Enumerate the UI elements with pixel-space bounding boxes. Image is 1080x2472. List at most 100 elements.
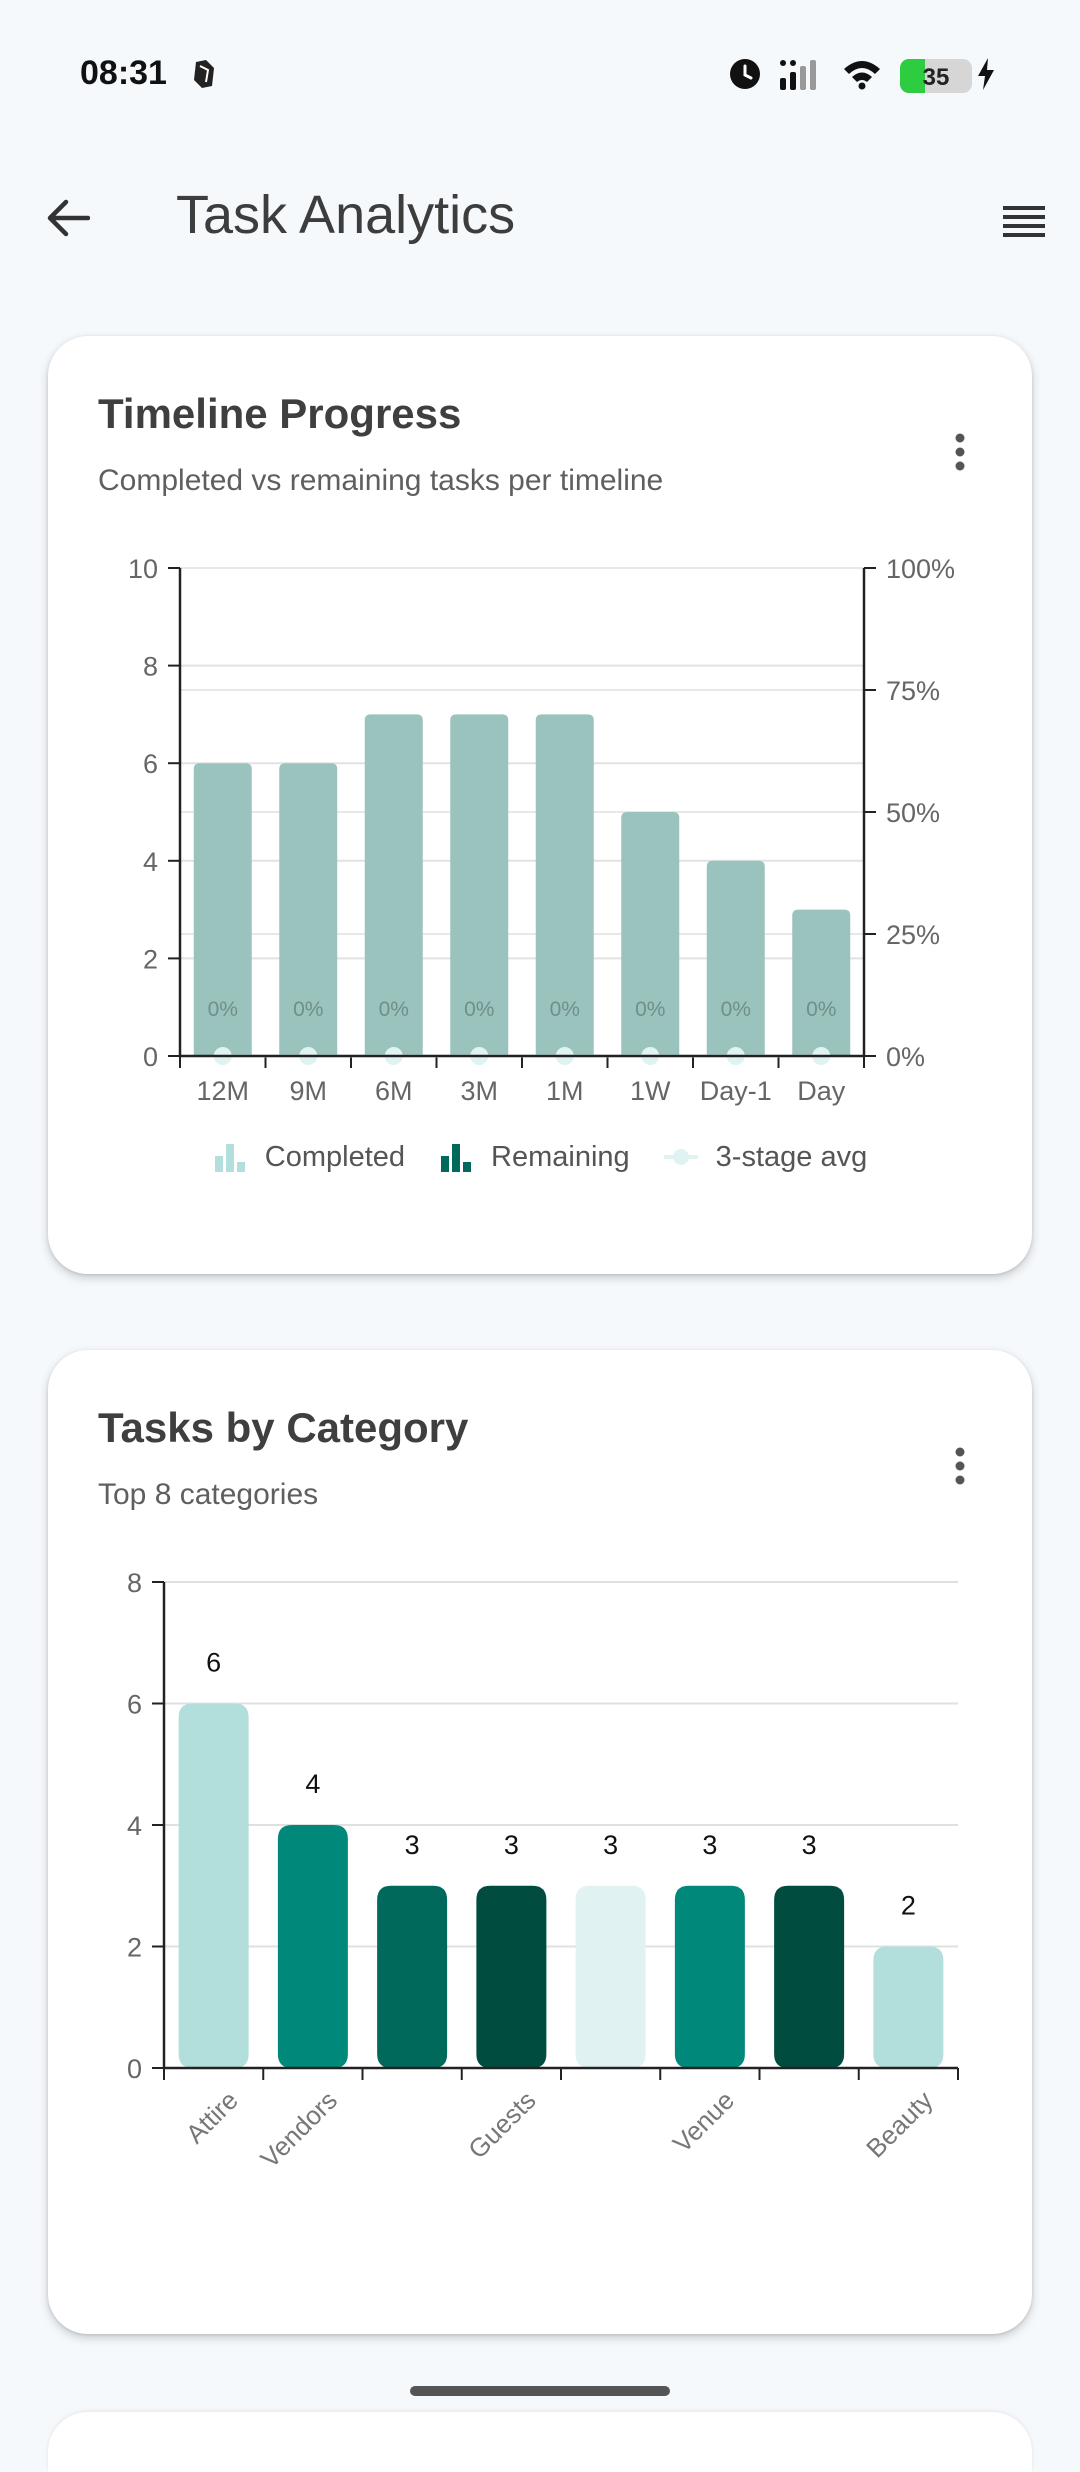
- legend-label: 3-stage avg: [715, 1140, 868, 1173]
- app-bar: Task Analytics: [0, 150, 1080, 290]
- bar: [535, 714, 594, 1056]
- tasks-by-category-chart: 6 Attire 4 Vendors 3 3 Guests 3 3 Venue 3 2 Beauty 0 2…: [127, 1568, 959, 2174]
- bar: [575, 1885, 646, 2068]
- x-tick-label: Day-1: [700, 1076, 772, 1106]
- bar: [364, 714, 423, 1056]
- back-button[interactable]: [36, 186, 100, 250]
- arrow-left-icon: [47, 199, 90, 237]
- app-notification-icon: [190, 58, 218, 95]
- x-tick-label: 1M: [546, 1076, 584, 1106]
- home-indicator[interactable]: [410, 2386, 670, 2396]
- y-tick-label: 6: [127, 1690, 142, 1720]
- bar-label: 0%: [550, 998, 580, 1021]
- x-tick-label: 9M: [289, 1076, 327, 1106]
- y-tick-label: 2: [127, 1933, 142, 1963]
- x-tick-label: 6M: [375, 1076, 413, 1106]
- wifi-icon: [842, 58, 882, 95]
- menu-button[interactable]: [992, 190, 1056, 254]
- bar-label: 0%: [379, 998, 409, 1021]
- bar: [277, 1825, 348, 2068]
- timeline-progress-card: Timeline Progress Completed vs remaining…: [48, 336, 1032, 1274]
- value-label: 3: [802, 1830, 817, 1860]
- x-tick-label: Venue: [667, 2085, 740, 2158]
- more-vert-icon: [955, 433, 965, 471]
- legend-item-remaining[interactable]: Remaining: [439, 1141, 630, 1174]
- x-tick-label: Beauty: [860, 2085, 938, 2163]
- bar: [450, 714, 509, 1056]
- value-label: 3: [603, 1830, 618, 1860]
- bar: [279, 763, 338, 1056]
- x-tick-label: Guests: [462, 2085, 541, 2164]
- status-bar: 08:31 35: [0, 0, 1080, 150]
- bar-label: 0%: [806, 998, 836, 1021]
- x-tick-label: 12M: [196, 1076, 249, 1106]
- legend-label: Remaining: [491, 1140, 630, 1173]
- card-options-button[interactable]: [936, 1434, 984, 1498]
- bar-chart-icon: [214, 1144, 245, 1172]
- page-title: Task Analytics: [176, 185, 516, 245]
- value-label: 3: [504, 1830, 519, 1860]
- bar: [792, 909, 851, 1056]
- status-icons: 35: [728, 56, 996, 96]
- chart-legend: Completed Remaining 3-stage avg: [48, 1132, 1032, 1182]
- value-label: 4: [305, 1769, 320, 1799]
- card-title: Timeline Progress: [98, 390, 462, 437]
- bar-label: 0%: [208, 998, 238, 1021]
- y2-tick-label: 100%: [886, 554, 955, 584]
- bar-chart-icon: [441, 1144, 472, 1172]
- charging-icon: [976, 57, 996, 95]
- line-dot-icon: [663, 1149, 698, 1165]
- bar: [476, 1885, 547, 2068]
- alarm-icon: [728, 57, 762, 96]
- bar: [193, 763, 252, 1056]
- y2-tick-label: 0%: [886, 1042, 925, 1072]
- card-subtitle: Completed vs remaining tasks per timelin…: [98, 464, 664, 497]
- bar-label: 0%: [721, 998, 751, 1021]
- x-tick-label: Vendors: [254, 2085, 343, 2174]
- value-label: 3: [702, 1830, 717, 1860]
- legend-item-completed[interactable]: Completed: [213, 1141, 405, 1174]
- bar: [873, 1946, 944, 2068]
- y2-tick-label: 25%: [886, 920, 940, 950]
- value-label: 6: [206, 1648, 221, 1678]
- y-tick-label: 6: [143, 749, 158, 779]
- y-tick-label: 0: [143, 1042, 158, 1072]
- card-subtitle: Top 8 categories: [98, 1478, 319, 1511]
- next-card: [48, 2412, 1032, 2472]
- card-options-button[interactable]: [936, 420, 984, 484]
- bar: [377, 1885, 448, 2068]
- bar: [674, 1885, 745, 2068]
- y2-tick-label: 50%: [886, 798, 940, 828]
- list-menu-icon: [1003, 206, 1045, 237]
- x-tick-label: Attire: [180, 2085, 244, 2149]
- x-tick-label: Day: [797, 1076, 846, 1106]
- signal-icon: [780, 58, 824, 95]
- battery-indicator: 35: [900, 59, 972, 93]
- y-tick-label: 2: [143, 944, 158, 974]
- card-title: Tasks by Category: [98, 1404, 469, 1451]
- y-tick-label: 8: [127, 1568, 142, 1598]
- battery-level: 35: [922, 64, 950, 91]
- y2-tick-label: 75%: [886, 676, 940, 706]
- legend-label: Completed: [264, 1140, 406, 1173]
- value-label: 3: [405, 1830, 420, 1860]
- bar-label: 0%: [464, 998, 494, 1021]
- bar-label: 0%: [635, 998, 665, 1021]
- y-tick-label: 8: [143, 652, 158, 682]
- bar: [706, 860, 765, 1056]
- y-tick-label: 4: [127, 1811, 142, 1841]
- timeline-progress-chart: 0% 12M 0% 9M 0% 6M 0% 3M 0% 1M 0% 1W 0% Day-1 0% Day 0 2 4…: [128, 554, 955, 1106]
- legend-item-3-stage-avg[interactable]: 3-stage avg: [663, 1140, 868, 1174]
- tasks-by-category-card: Tasks by Category Top 8 categories 6 Atti…: [48, 1350, 1032, 2334]
- y-tick-label: 10: [128, 554, 158, 584]
- x-tick-label: 3M: [460, 1076, 498, 1106]
- bar: [774, 1885, 845, 2068]
- bar-label: 0%: [293, 998, 323, 1021]
- x-tick-label: 1W: [630, 1076, 671, 1106]
- y-tick-label: 4: [143, 847, 158, 877]
- more-vert-icon: [955, 1447, 965, 1485]
- y-tick-label: 0: [127, 2054, 142, 2084]
- bar: [178, 1703, 249, 2068]
- status-time: 08:31: [80, 54, 167, 92]
- bar: [621, 812, 680, 1056]
